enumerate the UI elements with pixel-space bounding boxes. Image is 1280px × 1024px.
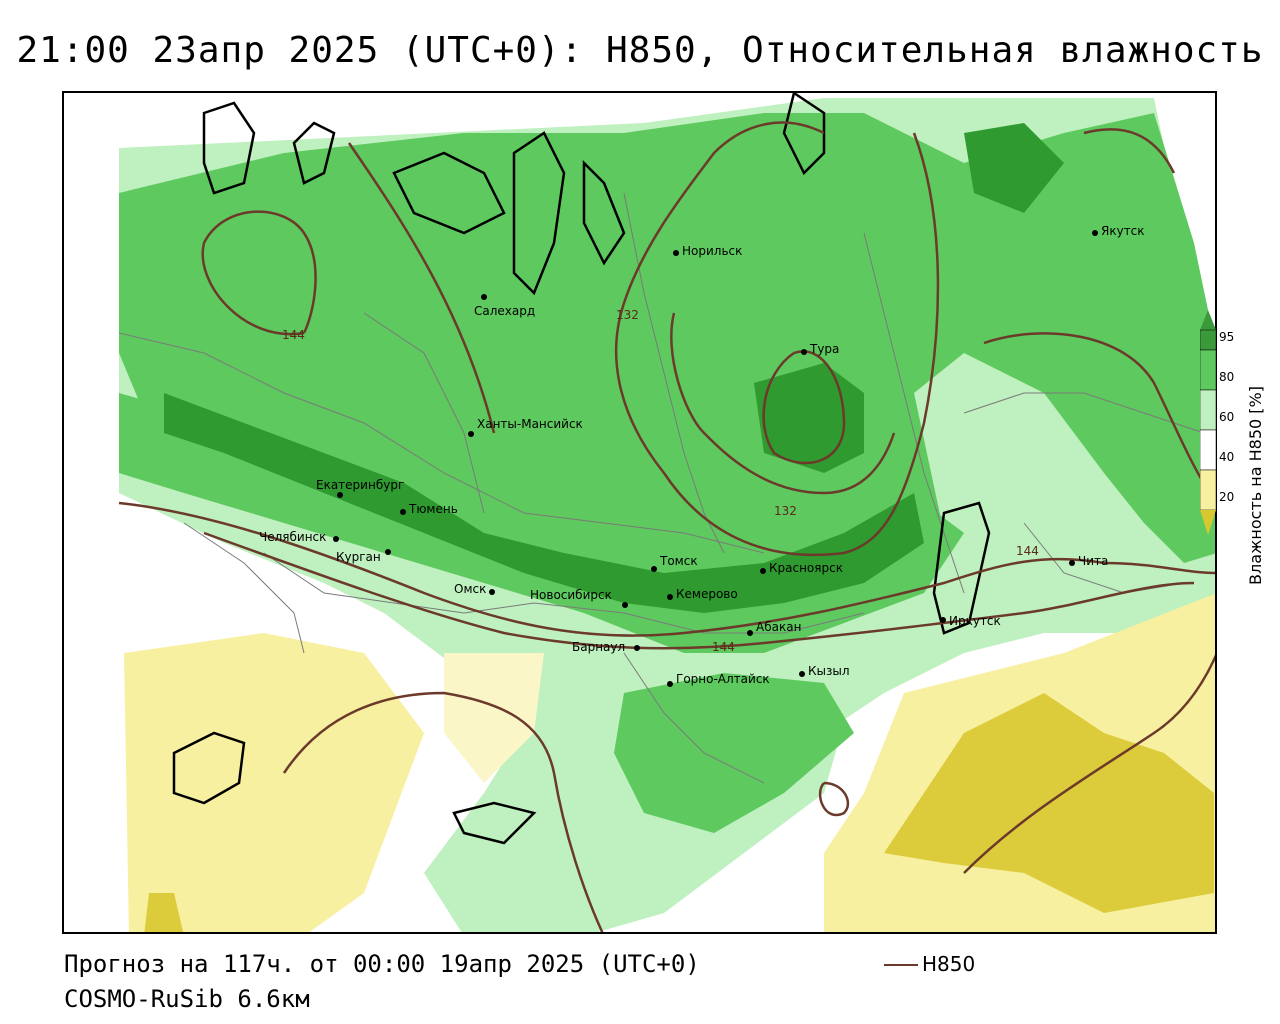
contour-132-tura: [762, 350, 846, 465]
contour-small: [818, 781, 850, 817]
city-label: Абакан: [756, 620, 801, 634]
city-label: Якутск: [1101, 224, 1145, 238]
h850-legend-line: [884, 964, 918, 966]
contour-se: [963, 654, 1215, 874]
city-label: Салехард: [474, 304, 535, 318]
map-title: 21:00 23апр 2025 (UTC+0): H850, Относите…: [16, 30, 1264, 71]
contour-132-north: [347, 142, 896, 495]
humidity-20-west: [124, 633, 424, 932]
colorbar-bottom-arrow: [1200, 510, 1216, 535]
humidity-dry-sw: [144, 893, 184, 932]
city-label: Барнаул: [572, 640, 625, 654]
contour-label: 132: [774, 504, 797, 518]
city-markers: Норильск Якутск Салехард Тура Ханты-Манс…: [259, 224, 1145, 687]
contour-label: 132: [616, 308, 639, 322]
colorbar-top-arrow: [1200, 310, 1216, 330]
city-label: Тюмень: [408, 502, 458, 516]
contour-144-nw: [201, 210, 317, 336]
colorbar: [1200, 310, 1216, 535]
h850-legend-label: H850: [922, 952, 976, 976]
city-label: Горно-Алтайск: [676, 672, 770, 686]
contour-east: [614, 121, 940, 557]
colorbar-tick: 95: [1219, 330, 1235, 344]
city-label: Новосибирск: [530, 588, 612, 602]
contour-ne: [1083, 128, 1176, 174]
city-label: Ханты-Мансийск: [477, 417, 583, 431]
city-label: Курган: [336, 550, 381, 564]
contour-east-2: [983, 332, 1215, 503]
humidity-95-tura: [754, 363, 864, 473]
city-label: Челябинск: [259, 530, 326, 544]
forecast-info: Прогноз на 117ч. от 00:00 19апр 2025 (UT…: [64, 950, 700, 978]
colorbar-tick: 20: [1219, 490, 1235, 504]
coastlines: [172, 93, 991, 845]
humidity-20-south-west: [444, 653, 544, 783]
city-label: Красноярск: [769, 561, 843, 575]
humidity-95-core: [164, 393, 924, 613]
contour-low-south: [282, 691, 604, 932]
city-label: Чита: [1078, 554, 1108, 568]
city-label: Норильск: [682, 244, 742, 258]
city-label: Екатеринбург: [316, 478, 404, 492]
city-label: Омск: [454, 582, 486, 596]
model-info: COSMO-RuSib 6.6км: [64, 985, 310, 1013]
map-canvas: 144 132 132 144 144 Норильск Якутск Сале…: [118, 93, 1215, 932]
colorbar-tick: 80: [1219, 370, 1235, 384]
city-label: Иркутск: [949, 614, 1001, 628]
city-label: Кызыл: [808, 664, 850, 678]
weather-map: 144 132 132 144 144 Норильск Якутск Сале…: [62, 91, 1217, 934]
contour-144-south: [203, 531, 1195, 650]
colorbar-tick: 60: [1219, 410, 1235, 424]
city-label: Тура: [809, 342, 839, 356]
colorbar-title: Влажность на H850 [%]: [1246, 386, 1265, 585]
contour-label: 144: [282, 328, 305, 342]
humidity-95-northeast: [964, 123, 1064, 213]
colorbar-tick: 40: [1219, 450, 1235, 464]
contour-label: 144: [712, 640, 735, 654]
contour-144-main: [118, 501, 1215, 637]
contour-label: 144: [1016, 544, 1039, 558]
h850-contours: [118, 121, 1215, 932]
city-label: Томск: [659, 554, 698, 568]
city-label: Кемерово: [676, 587, 738, 601]
humidity-80-altai: [614, 673, 854, 833]
